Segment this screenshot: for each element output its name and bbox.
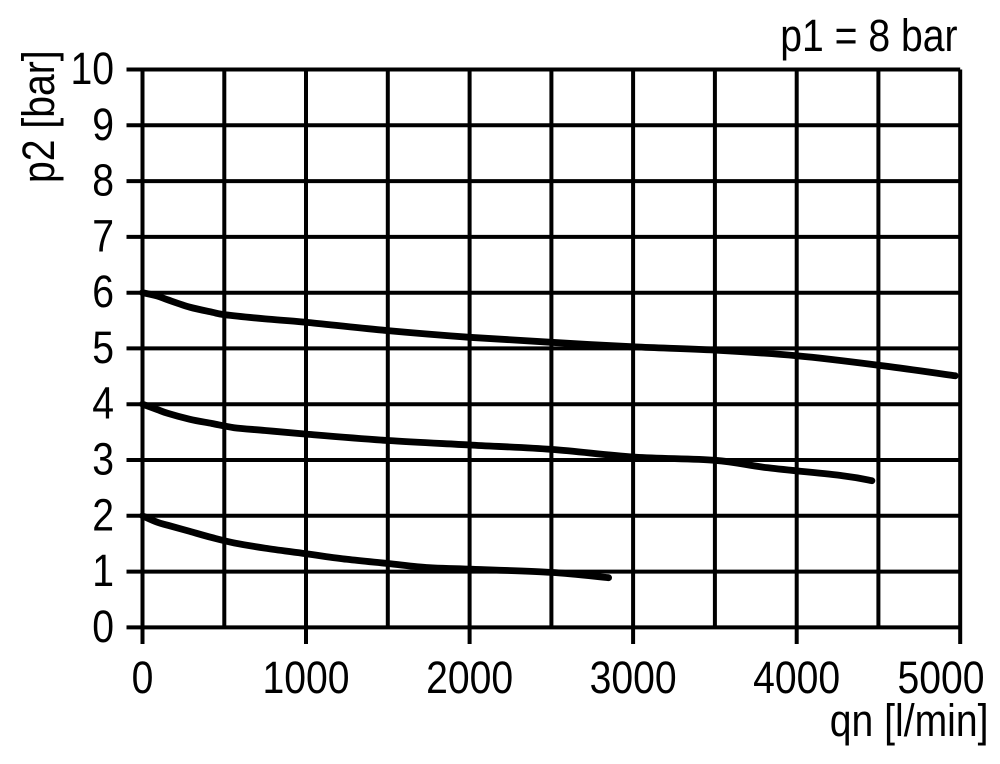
svg-text:6: 6 [92,266,114,316]
svg-text:1000: 1000 [263,652,350,702]
svg-text:2: 2 [92,490,114,540]
svg-text:0: 0 [132,652,154,702]
svg-text:2000: 2000 [426,652,513,702]
svg-text:8: 8 [92,155,114,205]
svg-text:0: 0 [92,601,114,651]
svg-text:4: 4 [92,378,114,428]
svg-text:4000: 4000 [753,652,840,702]
svg-text:p2 [bar]: p2 [bar] [13,50,63,183]
svg-text:qn [l/min]: qn [l/min] [830,695,989,745]
svg-text:10: 10 [70,43,114,93]
svg-text:7: 7 [92,211,114,261]
svg-text:1: 1 [92,545,114,595]
svg-text:9: 9 [92,99,114,149]
svg-text:5: 5 [92,322,114,372]
svg-text:3: 3 [92,434,114,484]
svg-text:p1 = 8 bar: p1 = 8 bar [780,10,957,60]
svg-text:5000: 5000 [897,652,984,702]
svg-text:3000: 3000 [590,652,677,702]
